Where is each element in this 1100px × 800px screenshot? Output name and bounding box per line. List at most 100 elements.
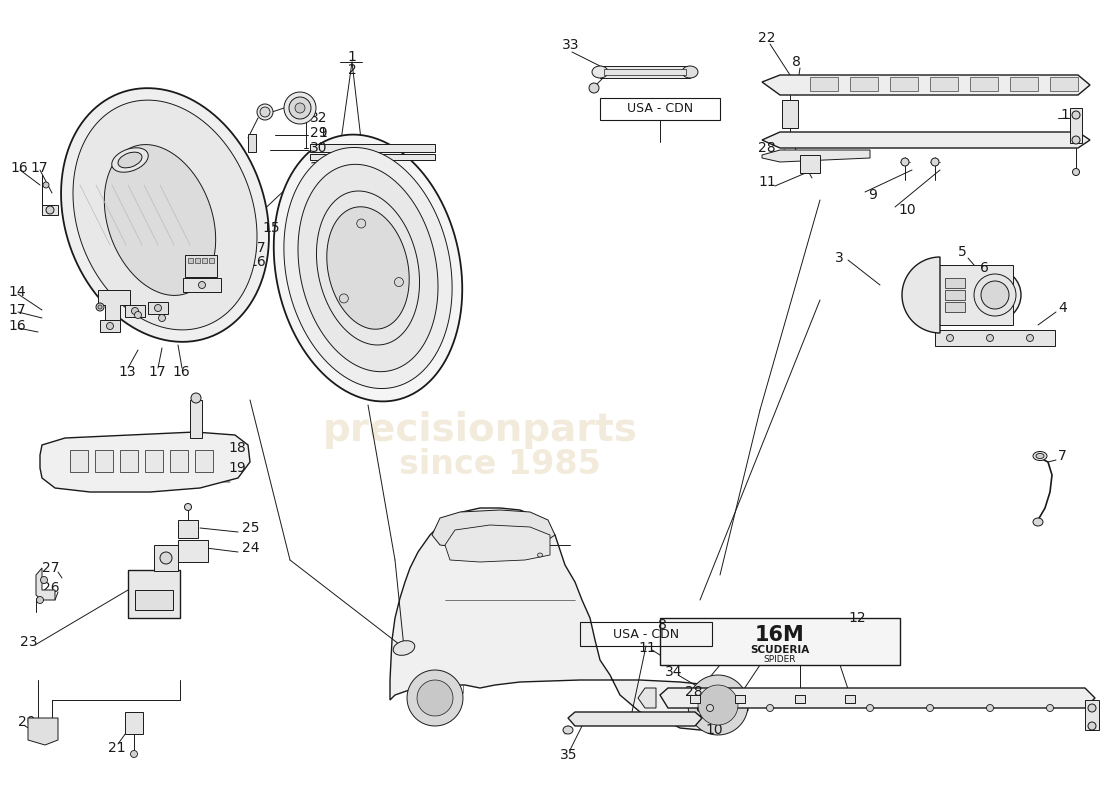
- Bar: [188, 258, 192, 263]
- Bar: [600, 98, 720, 120]
- Ellipse shape: [867, 705, 873, 711]
- Text: 1: 1: [318, 126, 327, 140]
- Ellipse shape: [191, 393, 201, 403]
- Ellipse shape: [36, 597, 44, 603]
- Text: 28: 28: [758, 141, 776, 155]
- Bar: [190, 400, 202, 438]
- Bar: [890, 77, 918, 91]
- Text: 7: 7: [1058, 449, 1067, 463]
- Polygon shape: [432, 510, 556, 548]
- Polygon shape: [660, 618, 900, 665]
- Ellipse shape: [1072, 111, 1080, 119]
- Text: USA - CDN: USA - CDN: [627, 102, 693, 115]
- Text: 1: 1: [348, 50, 356, 64]
- Bar: [178, 520, 198, 538]
- Polygon shape: [407, 670, 463, 726]
- Bar: [782, 100, 797, 128]
- Text: 10: 10: [705, 723, 723, 737]
- Polygon shape: [762, 150, 870, 162]
- Bar: [183, 278, 221, 292]
- Ellipse shape: [767, 705, 773, 711]
- Polygon shape: [42, 175, 58, 215]
- Text: 33: 33: [562, 38, 580, 52]
- Ellipse shape: [260, 107, 270, 117]
- Ellipse shape: [1033, 451, 1047, 461]
- Bar: [170, 450, 188, 472]
- Bar: [845, 695, 855, 703]
- Bar: [70, 450, 88, 472]
- Polygon shape: [446, 525, 550, 562]
- Bar: [1050, 77, 1078, 91]
- Ellipse shape: [107, 322, 113, 330]
- Text: 4: 4: [1058, 301, 1067, 315]
- Ellipse shape: [198, 282, 206, 289]
- Ellipse shape: [1033, 518, 1043, 526]
- Text: 26: 26: [42, 581, 59, 595]
- Ellipse shape: [901, 158, 909, 166]
- Bar: [178, 540, 208, 562]
- Bar: [810, 77, 838, 91]
- Text: 28: 28: [685, 685, 703, 699]
- Text: 34: 34: [666, 665, 682, 679]
- Text: 12: 12: [848, 611, 866, 625]
- Text: 31: 31: [310, 161, 328, 175]
- Ellipse shape: [284, 92, 316, 124]
- Polygon shape: [762, 75, 1090, 95]
- Bar: [850, 77, 878, 91]
- Polygon shape: [762, 132, 1090, 148]
- Bar: [185, 255, 217, 277]
- Bar: [154, 545, 178, 571]
- Text: 5: 5: [958, 245, 967, 259]
- Polygon shape: [310, 144, 435, 152]
- Text: 6: 6: [980, 261, 989, 275]
- Polygon shape: [60, 88, 268, 342]
- Polygon shape: [73, 100, 257, 330]
- Text: 19: 19: [228, 461, 245, 475]
- Ellipse shape: [974, 274, 1016, 316]
- Ellipse shape: [160, 552, 172, 564]
- Text: 10: 10: [898, 203, 915, 217]
- Text: 18: 18: [228, 441, 245, 455]
- Text: USA - CDN: USA - CDN: [613, 627, 679, 641]
- Bar: [930, 77, 958, 91]
- Text: 23: 23: [20, 635, 37, 649]
- Bar: [945, 302, 965, 312]
- Polygon shape: [698, 685, 738, 725]
- Bar: [148, 302, 168, 314]
- Bar: [795, 695, 805, 703]
- Ellipse shape: [987, 705, 993, 711]
- Text: 13: 13: [118, 365, 135, 379]
- Bar: [195, 258, 200, 263]
- Ellipse shape: [926, 705, 934, 711]
- Bar: [125, 305, 145, 317]
- Ellipse shape: [339, 294, 349, 303]
- Text: SCUDERIA: SCUDERIA: [750, 645, 810, 655]
- Bar: [135, 590, 173, 610]
- Ellipse shape: [588, 83, 600, 93]
- Ellipse shape: [592, 66, 608, 78]
- Ellipse shape: [257, 104, 273, 120]
- Polygon shape: [902, 257, 940, 333]
- Bar: [128, 570, 180, 618]
- Ellipse shape: [987, 334, 993, 342]
- Text: 32: 32: [310, 111, 328, 125]
- Ellipse shape: [931, 158, 939, 166]
- Ellipse shape: [1088, 722, 1096, 730]
- Ellipse shape: [706, 705, 714, 711]
- Polygon shape: [417, 680, 453, 716]
- Ellipse shape: [41, 577, 47, 583]
- Ellipse shape: [563, 726, 573, 734]
- Polygon shape: [274, 134, 462, 402]
- Bar: [120, 450, 138, 472]
- Bar: [945, 290, 965, 300]
- Bar: [735, 695, 745, 703]
- Ellipse shape: [969, 269, 1021, 321]
- Text: 17: 17: [8, 303, 25, 317]
- Polygon shape: [284, 147, 452, 389]
- Ellipse shape: [395, 278, 404, 286]
- Text: SPIDER: SPIDER: [763, 655, 796, 665]
- Bar: [1070, 108, 1082, 143]
- Polygon shape: [390, 508, 748, 730]
- Bar: [604, 69, 686, 75]
- Ellipse shape: [43, 182, 50, 188]
